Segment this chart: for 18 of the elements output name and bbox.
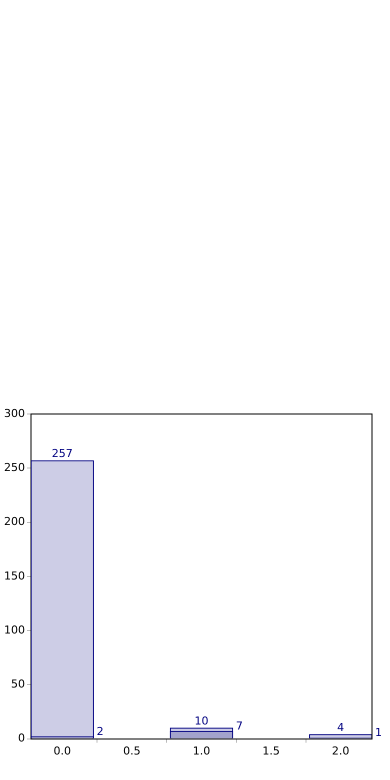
data-label: 1: [375, 726, 382, 740]
x-tick-label: 2.0: [332, 744, 350, 758]
data-label: 4: [337, 720, 344, 734]
data-label: 10: [194, 714, 208, 728]
x-tick-label: 0.5: [123, 744, 141, 758]
y-tick-label: 250: [4, 460, 25, 474]
x-tick-label: 1.0: [192, 744, 210, 758]
data-label: 7: [236, 720, 243, 733]
y-tick-label: 100: [4, 623, 25, 636]
y-tick-label: 300: [4, 406, 25, 420]
x-tick-label: 1.5: [262, 744, 280, 758]
y-tick-label: 150: [4, 569, 25, 582]
y-tick-label: 200: [4, 515, 25, 528]
data-label: 2: [96, 724, 104, 738]
y-tick-label: 0: [18, 732, 25, 745]
y-tick-label: 50: [10, 678, 25, 691]
data-label: 257: [52, 446, 73, 460]
x-tick-label: 0.0: [54, 744, 72, 758]
